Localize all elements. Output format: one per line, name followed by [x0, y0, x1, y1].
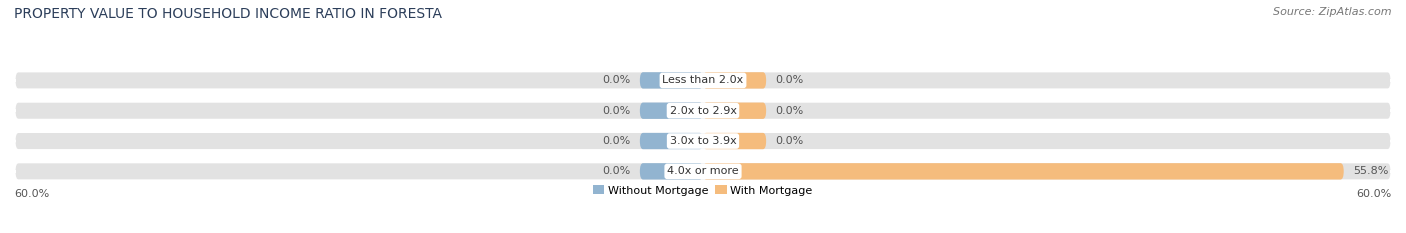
FancyBboxPatch shape [703, 72, 766, 89]
Text: 2.0x to 2.9x: 2.0x to 2.9x [669, 106, 737, 116]
Text: Source: ZipAtlas.com: Source: ZipAtlas.com [1274, 7, 1392, 17]
FancyBboxPatch shape [703, 103, 766, 119]
Text: 4.0x or more: 4.0x or more [668, 166, 738, 176]
Text: PROPERTY VALUE TO HOUSEHOLD INCOME RATIO IN FORESTA: PROPERTY VALUE TO HOUSEHOLD INCOME RATIO… [14, 7, 441, 21]
Text: 0.0%: 0.0% [775, 75, 804, 86]
FancyBboxPatch shape [640, 163, 703, 180]
Text: 0.0%: 0.0% [602, 166, 631, 176]
FancyBboxPatch shape [640, 72, 703, 89]
FancyBboxPatch shape [14, 162, 1392, 181]
FancyBboxPatch shape [14, 132, 1392, 151]
Text: Less than 2.0x: Less than 2.0x [662, 75, 744, 86]
FancyBboxPatch shape [14, 101, 1392, 120]
Text: 3.0x to 3.9x: 3.0x to 3.9x [669, 136, 737, 146]
Text: 0.0%: 0.0% [775, 136, 804, 146]
Text: 0.0%: 0.0% [602, 106, 631, 116]
Text: 0.0%: 0.0% [602, 136, 631, 146]
Text: 0.0%: 0.0% [775, 106, 804, 116]
Text: 55.8%: 55.8% [1353, 166, 1388, 176]
Text: 0.0%: 0.0% [602, 75, 631, 86]
FancyBboxPatch shape [640, 103, 703, 119]
Legend: Without Mortgage, With Mortgage: Without Mortgage, With Mortgage [593, 185, 813, 195]
FancyBboxPatch shape [14, 71, 1392, 90]
FancyBboxPatch shape [640, 133, 703, 149]
Text: 60.0%: 60.0% [1357, 189, 1392, 199]
FancyBboxPatch shape [703, 133, 766, 149]
FancyBboxPatch shape [703, 163, 1344, 180]
Text: 60.0%: 60.0% [14, 189, 49, 199]
